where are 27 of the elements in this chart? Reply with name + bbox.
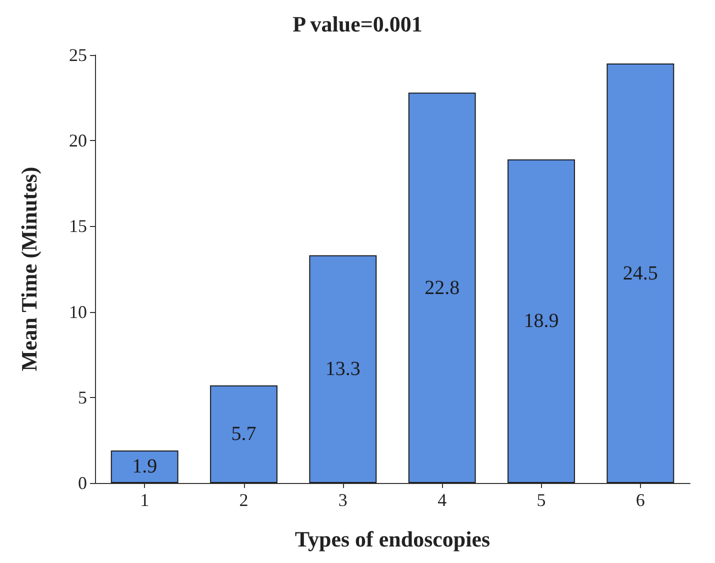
bar	[408, 92, 476, 483]
x-axis-title: Types of endoscopies	[294, 526, 491, 552]
x-tick-label: 4	[438, 490, 447, 510]
y-tick-label: 15	[69, 216, 87, 236]
data-label: 18.9	[524, 310, 559, 332]
x-tick-label: 5	[536, 490, 546, 510]
x-tick-label: 3	[338, 490, 348, 510]
chart-title: P value=0.001	[292, 12, 422, 36]
y-tick-label: 25	[69, 45, 87, 65]
data-label: 13.3	[325, 358, 360, 380]
bar	[110, 450, 178, 483]
y-axis-title: Mean Time (Minutes)	[16, 166, 42, 372]
x-tick-label: 1	[140, 490, 150, 510]
data-label: 22.8	[424, 276, 460, 299]
y-tick-label: 0	[78, 473, 87, 493]
bar	[210, 385, 278, 483]
data-label: 1.9	[132, 456, 158, 478]
x-tick-label: 6	[636, 490, 645, 510]
data-label: 5.7	[231, 423, 256, 446]
y-tick-label: 10	[69, 302, 87, 322]
bar	[606, 64, 674, 483]
y-tick-label: 20	[69, 130, 87, 151]
bar	[309, 255, 377, 483]
y-tick-label: 5	[78, 387, 87, 408]
x-tick-label: 2	[239, 490, 248, 510]
data-label: 24.5	[622, 262, 658, 284]
bar	[508, 159, 575, 483]
